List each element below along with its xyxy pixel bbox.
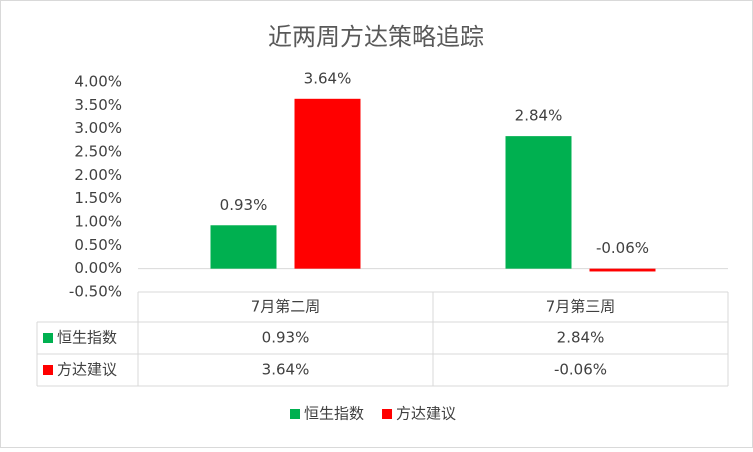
table-cell: -0.06% xyxy=(554,361,607,379)
value-label: 2.84% xyxy=(515,107,563,125)
y-tick-label: 3.00% xyxy=(74,119,122,137)
value-label: -0.06% xyxy=(596,239,649,257)
y-tick-label: 1.50% xyxy=(74,189,122,207)
legend-label: 恒生指数 xyxy=(304,405,364,423)
y-tick-label: 2.50% xyxy=(74,143,122,161)
y-tick-label: 2.00% xyxy=(74,166,122,184)
x-tick-label: 7月第二周 xyxy=(251,298,321,316)
table-cell: 3.64% xyxy=(262,361,310,379)
y-tick-label: 0.00% xyxy=(74,259,122,277)
value-label: 3.64% xyxy=(304,69,352,87)
y-tick-label: -0.50% xyxy=(69,283,122,301)
y-tick-label: 0.50% xyxy=(74,236,122,254)
table-cell: 2.84% xyxy=(557,329,605,347)
bar xyxy=(294,98,361,269)
y-tick-label: 3.50% xyxy=(74,96,122,114)
bar xyxy=(505,136,572,269)
y-tick-label: 1.00% xyxy=(74,213,122,231)
legend-key xyxy=(43,333,53,343)
legend-label: 方达建议 xyxy=(396,405,456,423)
legend-key xyxy=(43,365,53,375)
bar xyxy=(589,268,656,272)
legend-key xyxy=(290,409,300,419)
table-row-header: 方达建议 xyxy=(57,361,117,379)
x-tick-label: 7月第三周 xyxy=(546,298,616,316)
table-row-header: 恒生指数 xyxy=(57,329,117,347)
chart-title: 近两周方达策略追踪 xyxy=(268,23,484,51)
table-cell: 0.93% xyxy=(262,329,310,347)
value-label: 0.93% xyxy=(220,196,268,214)
y-tick-label: 4.00% xyxy=(74,73,122,91)
legend-key xyxy=(382,409,393,419)
bar xyxy=(210,225,277,269)
